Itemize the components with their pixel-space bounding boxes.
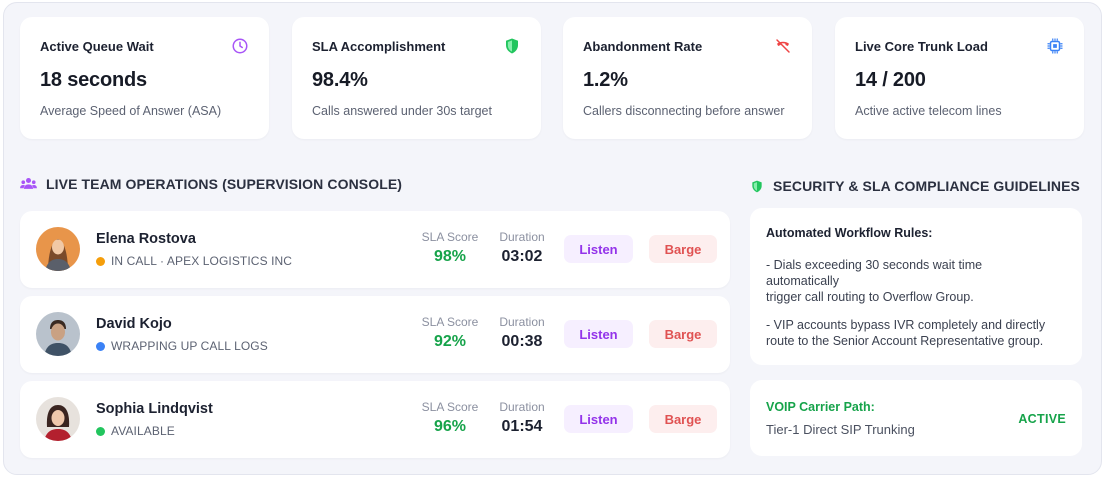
- phone-off-icon: [776, 39, 790, 53]
- avatar: [36, 312, 80, 356]
- agent-row: David Kojo WRAPPING UP CALL LOGS SLA Sco…: [20, 296, 730, 373]
- status-text: AVAILABLE: [111, 424, 175, 438]
- kpi-subtitle: Active active telecom lines: [855, 104, 1002, 118]
- sla-score-value: 96%: [433, 418, 467, 435]
- workflow-rules-card: Automated Workflow Rules: - Dials exceed…: [750, 208, 1082, 365]
- agent-name: Elena Rostova: [96, 231, 196, 247]
- rule-line: route to the Senior Account Representati…: [766, 334, 1044, 348]
- status-text: WRAPPING UP CALL LOGS: [111, 339, 268, 353]
- avatar: [36, 397, 80, 441]
- duration-value: 00:38: [501, 333, 543, 350]
- rule-line: - VIP accounts bypass IVR completely and…: [766, 318, 1046, 332]
- chip-icon: [1047, 38, 1063, 54]
- kpi-value: 18 seconds: [40, 69, 147, 91]
- agent-name: David Kojo: [96, 316, 172, 332]
- agent-name: Sophia Lindqvist: [96, 401, 213, 417]
- barge-button[interactable]: Barge: [649, 405, 717, 433]
- team-section-heading: LIVE TEAM OPERATIONS (SUPERVISION CONSOL…: [20, 176, 402, 192]
- rules-title: Automated Workflow Rules:: [766, 226, 933, 240]
- rule-item: - VIP accounts bypass IVR completely and…: [766, 317, 1071, 349]
- kpi-subtitle: Calls answered under 30s target: [312, 104, 492, 118]
- barge-button[interactable]: Barge: [649, 320, 717, 348]
- sla-score-value: 92%: [433, 333, 467, 350]
- rule-item: - Dials exceeding 30 seconds wait time a…: [766, 257, 1071, 305]
- status-text: IN CALL · APEX LOGISTICS INC: [111, 254, 293, 268]
- agent-row: Elena Rostova IN CALL · APEX LOGISTICS I…: [20, 211, 730, 288]
- call-duration: Duration 03:02: [494, 230, 550, 266]
- kpi-value: 98.4%: [312, 69, 368, 91]
- duration-value: 03:02: [501, 248, 543, 265]
- kpi-value: 14 / 200: [855, 69, 926, 91]
- section-title: LIVE TEAM OPERATIONS (SUPERVISION CONSOL…: [46, 176, 403, 192]
- listen-button[interactable]: Listen: [564, 405, 633, 433]
- users-icon: [20, 177, 37, 189]
- kpi-card-trunk-load: Live Core Trunk Load 14 / 200 Active act…: [835, 17, 1084, 139]
- status-dot: [96, 256, 105, 266]
- status-dot: [96, 426, 105, 436]
- kpi-title: Live Core Trunk Load: [855, 39, 988, 54]
- kpi-card-sla: SLA Accomplishment 98.4% Calls answered …: [292, 17, 541, 139]
- duration-label: Duration: [499, 315, 545, 329]
- kpi-title: Active Queue Wait: [40, 39, 154, 54]
- kpi-card-abandonment: Abandonment Rate 1.2% Callers disconnect…: [563, 17, 812, 139]
- barge-button[interactable]: Barge: [649, 235, 717, 263]
- rule-line: - Dials exceeding 30 seconds wait time: [766, 258, 983, 272]
- listen-button[interactable]: Listen: [564, 235, 633, 263]
- carrier-label: VOIP Carrier Path:: [766, 400, 875, 414]
- agent-status: WRAPPING UP CALL LOGS: [96, 339, 268, 353]
- kpi-title: SLA Accomplishment: [312, 39, 446, 54]
- call-duration: Duration 00:38: [494, 315, 550, 351]
- agent-status: IN CALL · APEX LOGISTICS INC: [96, 254, 292, 268]
- kpi-subtitle: Average Speed of Answer (ASA): [40, 104, 222, 118]
- status-badge: ACTIVE: [1018, 412, 1066, 426]
- call-duration: Duration 01:54: [494, 400, 550, 436]
- shield-icon: [506, 38, 518, 54]
- duration-label: Duration: [499, 400, 545, 414]
- clock-icon: [232, 38, 248, 54]
- kpi-value: 1.2%: [583, 69, 628, 91]
- sla-score-label: SLA Score: [421, 230, 479, 244]
- kpi-card-queue-wait: Active Queue Wait 18 seconds Average Spe…: [20, 17, 269, 139]
- rule-line: trigger call routing to Overflow Group.: [766, 290, 974, 304]
- sla-score-value: 98%: [433, 248, 467, 265]
- compliance-section-heading: SECURITY & SLA COMPLIANCE GUIDELINES: [750, 178, 1080, 194]
- status-dot: [96, 341, 105, 351]
- carrier-path-card: VOIP Carrier Path: Tier-1 Direct SIP Tru…: [750, 380, 1082, 456]
- sla-score: SLA Score 92%: [420, 315, 480, 351]
- sla-score-label: SLA Score: [421, 400, 479, 414]
- sla-score: SLA Score 98%: [420, 230, 480, 266]
- agent-status: AVAILABLE: [96, 424, 175, 438]
- kpi-title: Abandonment Rate: [583, 39, 703, 54]
- listen-button[interactable]: Listen: [564, 320, 633, 348]
- duration-label: Duration: [499, 230, 545, 244]
- section-title: SECURITY & SLA COMPLIANCE GUIDELINES: [773, 178, 1080, 194]
- carrier-value: Tier-1 Direct SIP Trunking: [766, 422, 915, 437]
- duration-value: 01:54: [501, 418, 543, 435]
- avatar: [36, 227, 80, 271]
- rule-line: automatically: [766, 274, 839, 288]
- agent-row: Sophia Lindqvist AVAILABLE SLA Score 96%…: [20, 381, 730, 458]
- sla-score-label: SLA Score: [421, 315, 479, 329]
- sla-score: SLA Score 96%: [420, 400, 480, 436]
- shield-icon: [752, 180, 762, 192]
- kpi-subtitle: Callers disconnecting before answer: [583, 104, 785, 118]
